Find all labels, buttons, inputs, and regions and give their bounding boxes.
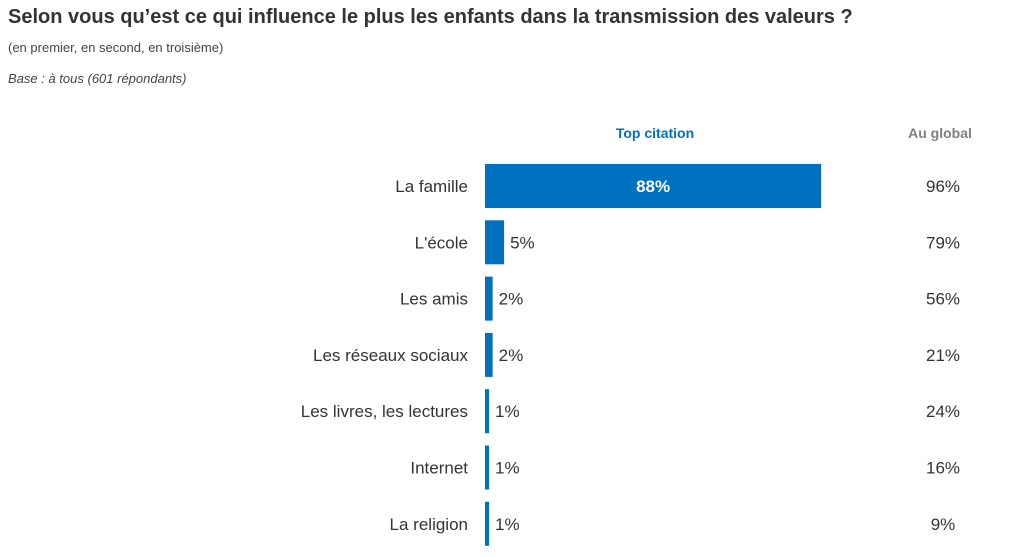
global-header: Au global bbox=[908, 125, 972, 141]
bar-top-citation bbox=[485, 332, 493, 377]
bar-top-citation bbox=[485, 501, 489, 546]
bar-value-label: 88% bbox=[636, 177, 670, 196]
bar-top-citation bbox=[485, 445, 489, 490]
category-label: Les amis bbox=[400, 290, 468, 309]
category-label: L'école bbox=[415, 233, 468, 252]
global-value-label: 79% bbox=[926, 233, 960, 252]
category-label: La religion bbox=[390, 515, 468, 534]
global-value-label: 21% bbox=[926, 346, 960, 365]
global-value-label: 24% bbox=[926, 402, 960, 421]
category-label: La famille bbox=[395, 177, 468, 196]
chart-subtitle: (en premier, en second, en troisième) bbox=[8, 40, 224, 55]
bar-value-label: 2% bbox=[499, 290, 524, 309]
category-label: Les réseaux sociaux bbox=[313, 346, 468, 365]
bar-top-citation bbox=[485, 164, 822, 208]
global-value-label: 16% bbox=[926, 459, 960, 478]
category-label: Les livres, les lectures bbox=[301, 402, 468, 421]
global-value-label: 96% bbox=[926, 177, 960, 196]
bar-value-label: 1% bbox=[495, 402, 520, 421]
base-note: Base : à tous (601 répondants) bbox=[8, 71, 187, 86]
bar-top-citation bbox=[485, 389, 489, 434]
bar-top-citation bbox=[485, 276, 493, 321]
global-value-label: 56% bbox=[926, 290, 960, 309]
chart-title: Selon vous qu’est ce qui influence le pl… bbox=[8, 6, 853, 28]
bar-value-label: 1% bbox=[495, 459, 520, 478]
global-value-label: 9% bbox=[931, 515, 956, 534]
category-label: Internet bbox=[410, 459, 468, 478]
top-citation-header: Top citation bbox=[615, 125, 695, 141]
bar-value-label: 1% bbox=[495, 515, 520, 534]
bar-value-label: 5% bbox=[510, 233, 535, 252]
bar-value-label: 2% bbox=[499, 346, 524, 365]
bar-top-citation bbox=[485, 220, 505, 265]
